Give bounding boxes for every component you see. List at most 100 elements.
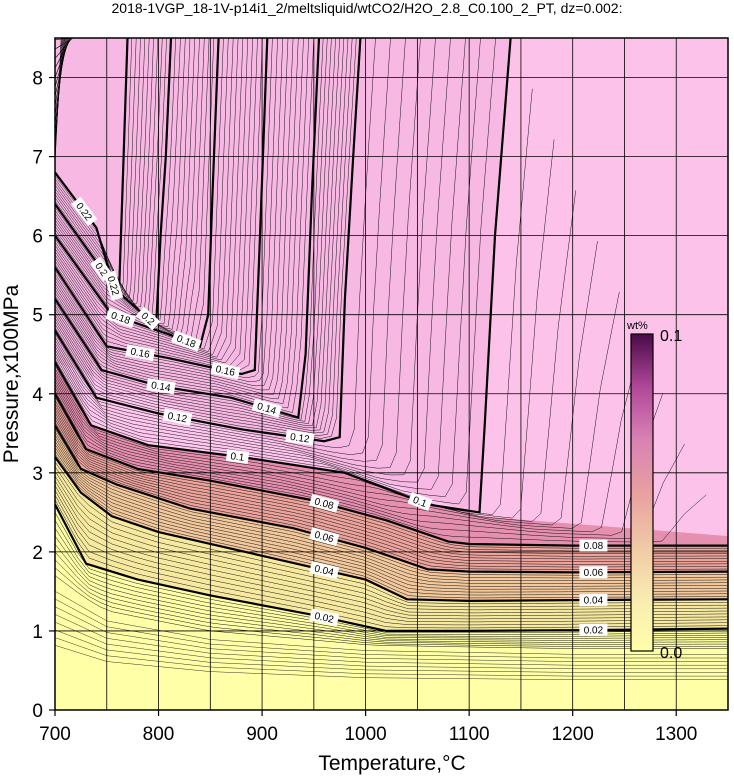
fine-contour bbox=[55, 38, 73, 59]
fine-contour bbox=[55, 38, 336, 426]
contour-line-0.08 bbox=[55, 393, 728, 547]
fine-contour bbox=[55, 551, 728, 643]
fine-contour bbox=[55, 384, 664, 536]
fine-contour bbox=[55, 38, 466, 490]
fine-contour bbox=[55, 342, 642, 533]
contour-label-bg bbox=[105, 307, 136, 328]
fine-contour bbox=[55, 598, 728, 659]
y-tick-label: 4 bbox=[32, 385, 43, 406]
fine-contour bbox=[55, 190, 577, 522]
x-tick-label: 800 bbox=[143, 724, 175, 745]
contour-label-text: 0.14 bbox=[150, 380, 171, 394]
fine-contour bbox=[55, 406, 728, 557]
contour-label-text: 0.22 bbox=[105, 275, 121, 297]
y-tick-label: 2 bbox=[32, 543, 43, 564]
colorbar: wt% 0.1 0.0 bbox=[626, 320, 682, 662]
y-tick-label: 0 bbox=[32, 701, 43, 722]
fine-contour bbox=[55, 38, 340, 429]
contour-label-text: 0.1 bbox=[230, 451, 246, 464]
x-tick-label: 700 bbox=[39, 724, 71, 745]
contour-label-text: 0.04 bbox=[313, 564, 335, 579]
fine-contour bbox=[55, 412, 728, 562]
contour-label-text: 0.08 bbox=[584, 541, 604, 552]
fine-contour bbox=[55, 614, 728, 666]
contour-label: 0.14 bbox=[251, 398, 282, 418]
contour-label: 0.02 bbox=[309, 608, 340, 627]
contour-label: 0.12 bbox=[285, 429, 315, 446]
chart-title: 2018-1VGP_18-1V-p14i1_2/meltsliquid/wtCO… bbox=[112, 0, 623, 16]
contour-line-0.12 bbox=[55, 38, 362, 443]
fine-contour bbox=[55, 418, 728, 568]
contour-label-bg bbox=[146, 378, 176, 395]
contour-label-bg bbox=[251, 398, 282, 418]
fine-contour bbox=[55, 428, 728, 576]
contour-label: 0.16 bbox=[210, 361, 241, 380]
fine-contour bbox=[55, 450, 728, 596]
fine-contour bbox=[55, 520, 728, 635]
fine-contour bbox=[55, 38, 74, 50]
fine-contour bbox=[55, 38, 278, 383]
fine-contour bbox=[55, 38, 304, 404]
y-tick-label: 7 bbox=[32, 148, 43, 169]
fine-contour bbox=[55, 38, 391, 455]
fine-contour bbox=[55, 453, 728, 599]
fine-contour bbox=[55, 38, 244, 361]
contour-label: 0.12 bbox=[162, 408, 193, 426]
contour-label: 0.06 bbox=[579, 566, 608, 579]
fine-contour bbox=[55, 38, 289, 391]
fine-contour bbox=[55, 38, 376, 449]
contour-label-bg bbox=[171, 330, 202, 352]
contour-label-text: 0.06 bbox=[313, 530, 335, 546]
x-axis-label: Temperature,°C bbox=[318, 752, 465, 775]
contour-label-text: 0.04 bbox=[584, 595, 604, 606]
fine-contour bbox=[55, 38, 406, 462]
fine-contour bbox=[55, 38, 349, 434]
fine-contour bbox=[55, 38, 299, 400]
contour-label-bg bbox=[309, 493, 340, 513]
contour-label: 0.1 bbox=[407, 491, 433, 512]
y-tick-label: 3 bbox=[32, 464, 43, 485]
fine-contour bbox=[55, 38, 328, 422]
fine-contour bbox=[55, 444, 728, 590]
contour-label: 0.16 bbox=[125, 344, 156, 362]
colorbar-max-label: 0.1 bbox=[660, 328, 682, 345]
x-axis: 700 800 900 1000 1100 1200 1300 bbox=[39, 710, 697, 745]
contour-label: 0.08 bbox=[309, 493, 340, 513]
contour-label-bg bbox=[125, 344, 156, 362]
colorbar-unit: wt% bbox=[626, 320, 648, 332]
contour-label-text: 0.02 bbox=[584, 625, 604, 636]
fine-contour bbox=[55, 461, 728, 605]
fine-contour bbox=[55, 422, 728, 570]
fine-contour bbox=[55, 499, 728, 629]
x-tick-label: 1200 bbox=[552, 724, 594, 745]
contour-label-bg bbox=[162, 408, 193, 426]
fine-contour bbox=[55, 38, 249, 363]
fine-contour bbox=[55, 447, 728, 593]
contour-label-bg bbox=[309, 561, 340, 580]
fine-contour bbox=[55, 88, 533, 515]
fine-contour bbox=[55, 437, 728, 584]
contour-label: 0.1 bbox=[225, 449, 250, 464]
contour-label: 0.04 bbox=[309, 561, 340, 580]
colorbar-scale bbox=[630, 333, 654, 652]
fine-contour bbox=[55, 38, 229, 352]
fine-contour bbox=[55, 38, 150, 305]
x-tick-label: 1100 bbox=[449, 724, 490, 745]
fine-contour bbox=[55, 645, 728, 680]
contour-label-text: 0.12 bbox=[289, 432, 310, 446]
contour-label: 0.08 bbox=[579, 539, 608, 552]
fine-contour bbox=[55, 434, 728, 581]
contour-label-bg bbox=[135, 306, 161, 331]
plot-area: 0.02 0.02 0.04 0.04 0.06 0.06 0.08 0.08 0.1 0.1 0.… bbox=[54, 37, 729, 711]
fine-contour bbox=[55, 466, 728, 608]
fine-contour bbox=[55, 38, 332, 424]
contour-label: 0.06 bbox=[309, 527, 340, 547]
fine-contour bbox=[55, 475, 728, 614]
fine-contour bbox=[55, 38, 191, 330]
fine-contour bbox=[55, 291, 620, 529]
fine-contour bbox=[55, 38, 196, 333]
fine-contour bbox=[55, 139, 555, 519]
fine-contour bbox=[55, 485, 728, 620]
contour-label-bg bbox=[579, 623, 608, 637]
contour-label-bg bbox=[407, 491, 433, 512]
